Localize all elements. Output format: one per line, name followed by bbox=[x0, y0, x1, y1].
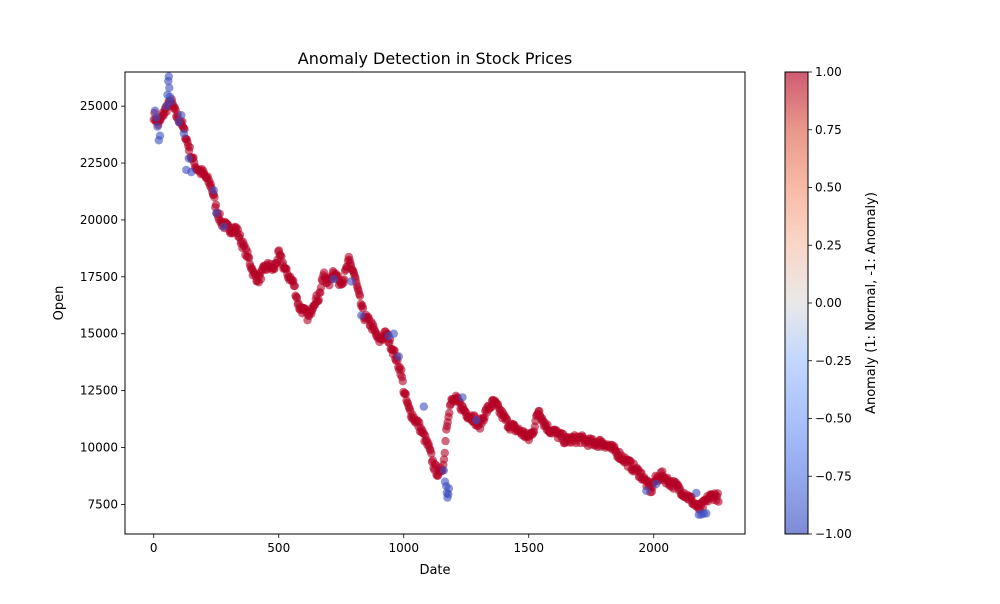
y-tick-label: 10000 bbox=[80, 441, 118, 455]
anomaly-point bbox=[187, 167, 196, 177]
chart-title: Anomaly Detection in Stock Prices bbox=[298, 49, 572, 68]
x-tick-label: 1000 bbox=[388, 541, 419, 555]
anomaly-point bbox=[702, 509, 711, 518]
colorbar-label: Anomaly (1: Normal, -1: Anomaly) bbox=[864, 192, 879, 414]
anomaly-point bbox=[179, 129, 188, 138]
normal-point bbox=[210, 193, 219, 202]
anomaly-point bbox=[184, 154, 193, 163]
colorbar-tick-label: 0.75 bbox=[815, 123, 842, 137]
anomaly-point bbox=[439, 466, 448, 475]
normal-point bbox=[440, 448, 449, 458]
y-tick-label: 12500 bbox=[80, 384, 118, 398]
anomaly-point bbox=[155, 131, 165, 140]
anomaly-point bbox=[692, 488, 701, 498]
normal-point bbox=[397, 365, 406, 374]
colorbar-gradient bbox=[785, 72, 808, 534]
plot-frame bbox=[124, 71, 746, 535]
anomaly-point bbox=[166, 97, 175, 106]
anomaly-point bbox=[458, 393, 467, 402]
y-tick-label: 25000 bbox=[80, 99, 118, 113]
normal-point bbox=[355, 291, 365, 301]
anomaly-point bbox=[347, 277, 356, 286]
colorbar-tick-label: −1.00 bbox=[815, 527, 852, 541]
data-points-layer bbox=[149, 72, 723, 519]
anomaly-point bbox=[174, 117, 183, 127]
y-axis: 7500 10000 12500 15000 17500 20000 22500 25000 bbox=[80, 99, 125, 511]
anomaly-point bbox=[419, 402, 428, 411]
normal-point bbox=[713, 489, 722, 498]
colorbar-tick-label: −0.75 bbox=[815, 469, 852, 483]
normal-point bbox=[427, 449, 436, 458]
anomaly-point bbox=[394, 352, 403, 361]
y-tick-label: 7500 bbox=[87, 497, 118, 511]
x-axis: 0 500 1000 1500 2000 bbox=[150, 534, 669, 555]
y-tick-label: 22500 bbox=[80, 156, 118, 170]
normal-point bbox=[185, 143, 194, 152]
normal-point bbox=[445, 408, 454, 417]
anomaly-point bbox=[165, 83, 174, 93]
x-axis-label: Date bbox=[419, 563, 450, 578]
colorbar-tick-label: 0.25 bbox=[815, 238, 842, 252]
x-tick-label: 2000 bbox=[638, 541, 669, 555]
colorbar-tick-label: 1.00 bbox=[815, 65, 842, 79]
anomaly-point bbox=[152, 113, 161, 122]
anomaly-point bbox=[153, 122, 162, 131]
colorbar: 1.00 0.75 0.50 0.25 0.00 −0.25 −0.50 −0.75 −1.00… bbox=[784, 65, 879, 541]
normal-point bbox=[211, 200, 221, 209]
normal-point bbox=[340, 275, 349, 284]
y-tick-label: 20000 bbox=[80, 213, 118, 227]
anomaly-point bbox=[329, 274, 338, 284]
y-axis-label: Open bbox=[52, 286, 67, 321]
anomaly-point bbox=[164, 72, 173, 81]
normal-point bbox=[235, 230, 245, 239]
anomaly-point bbox=[642, 486, 651, 495]
anomaly-point bbox=[357, 311, 366, 320]
anomaly-point bbox=[212, 208, 221, 218]
normal-point bbox=[358, 304, 368, 313]
anomaly-point bbox=[444, 484, 453, 493]
anomaly-point bbox=[219, 222, 228, 231]
anomaly-point bbox=[472, 416, 481, 425]
x-tick-label: 500 bbox=[267, 541, 290, 555]
normal-point bbox=[441, 436, 450, 446]
normal-point bbox=[401, 389, 410, 399]
anomaly-point bbox=[389, 329, 398, 338]
colorbar-tick-label: −0.50 bbox=[815, 412, 852, 426]
normal-point bbox=[290, 281, 299, 291]
x-tick-label: 1500 bbox=[513, 541, 544, 555]
normal-point bbox=[256, 274, 266, 284]
colorbar-tick-label: 0.00 bbox=[815, 296, 842, 310]
colorbar-tick-label: −0.25 bbox=[815, 354, 852, 368]
colorbar-tick-label: 0.50 bbox=[815, 181, 842, 195]
y-tick-label: 17500 bbox=[80, 270, 118, 284]
normal-point bbox=[714, 497, 723, 506]
normal-point bbox=[439, 455, 449, 464]
y-tick-label: 15000 bbox=[80, 327, 118, 341]
normal-point bbox=[314, 295, 323, 305]
anomaly-point bbox=[652, 479, 661, 489]
anomaly-point bbox=[209, 186, 218, 195]
anomaly-point bbox=[150, 106, 160, 115]
colorbar-ticks: 1.00 0.75 0.50 0.25 0.00 −0.25 −0.50 −0.75 −1.00 bbox=[808, 65, 852, 541]
normal-point bbox=[398, 377, 407, 386]
x-tick-label: 0 bbox=[150, 541, 158, 555]
anomaly-point bbox=[177, 111, 186, 120]
